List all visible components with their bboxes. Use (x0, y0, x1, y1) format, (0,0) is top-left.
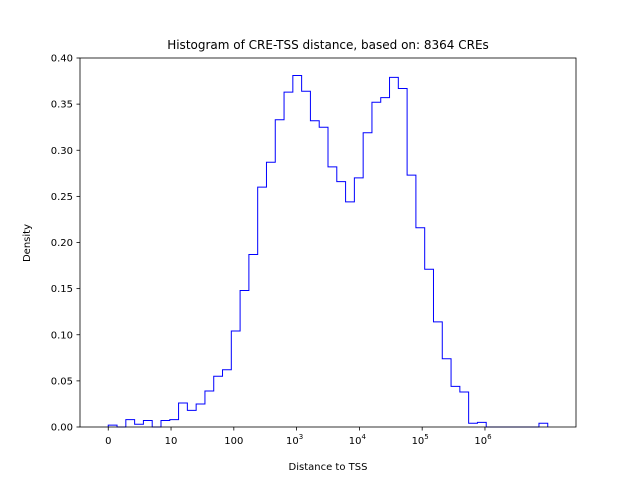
x-tick-label: 10 (165, 436, 178, 447)
x-tick-base: 10 (349, 436, 362, 447)
y-tick-label: 0.15 (51, 284, 73, 295)
x-tick-base: 10 (286, 436, 299, 447)
x-axis-label: Distance to TSS (289, 462, 368, 473)
histogram-step-line (107, 75, 549, 428)
y-tick-label: 0.25 (51, 192, 73, 203)
x-tick-exponent: 3 (299, 433, 303, 441)
chart-title: Histogram of CRE-TSS distance, based on:… (167, 38, 489, 52)
y-axis-label: Density (22, 224, 33, 262)
x-tick-label: 105 (412, 433, 429, 447)
y-tick-label: 0.35 (51, 100, 73, 111)
x-tick-base: 10 (474, 436, 487, 447)
x-tick-label: 104 (349, 433, 367, 447)
x-tick-label: 0 (105, 436, 111, 447)
y-tick-label: 0.20 (51, 238, 73, 249)
x-tick-exponent: 5 (424, 433, 428, 441)
x-tick-label: 100 (224, 436, 243, 447)
axes-frame (79, 57, 577, 428)
y-axis: 0.00 0.05 0.10 0.15 0.20 0.25 0.30 0.35 0.40 (51, 54, 80, 434)
x-tick-exponent: 6 (487, 433, 492, 441)
x-tick-exponent: 4 (362, 433, 367, 441)
y-tick-label: 0.00 (51, 423, 73, 434)
y-tick-label: 0.05 (51, 376, 73, 387)
y-tick-label: 0.40 (51, 54, 73, 65)
x-tick-label: 106 (474, 433, 492, 447)
x-tick-label: 103 (286, 433, 303, 447)
x-tick-base: 10 (412, 436, 425, 447)
x-axis: 0 10 100 103 104 105 106 (105, 427, 492, 447)
y-tick-label: 0.10 (51, 330, 73, 341)
y-tick-label: 0.30 (51, 146, 73, 157)
